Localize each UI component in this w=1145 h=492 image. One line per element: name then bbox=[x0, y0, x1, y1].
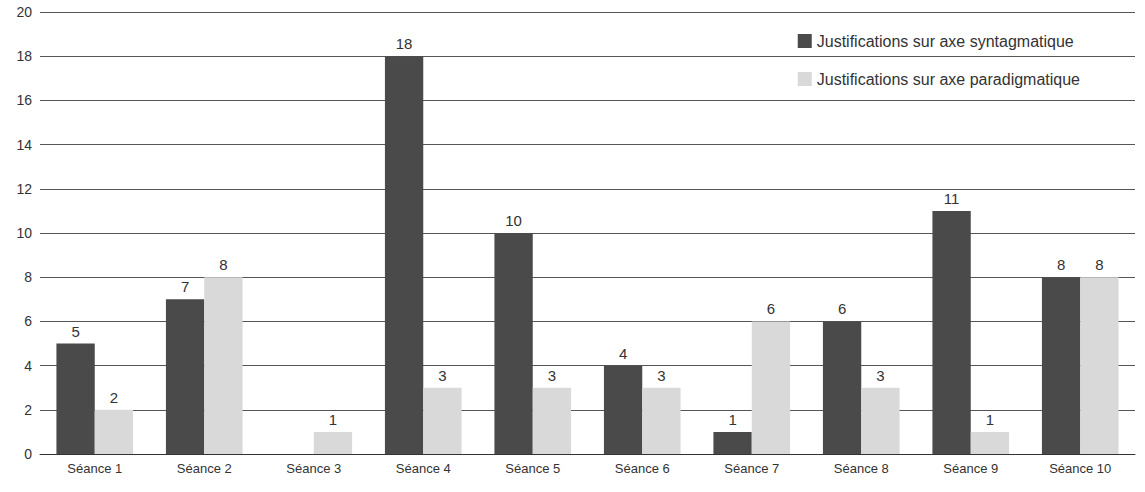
svg-text:0: 0 bbox=[24, 446, 32, 462]
svg-text:5: 5 bbox=[71, 323, 79, 340]
svg-text:Séance 9: Séance 9 bbox=[943, 461, 998, 476]
svg-text:18: 18 bbox=[396, 35, 413, 52]
svg-text:10: 10 bbox=[16, 225, 32, 241]
svg-text:10: 10 bbox=[505, 212, 522, 229]
svg-text:Séance 2: Séance 2 bbox=[177, 461, 232, 476]
svg-text:Séance 5: Séance 5 bbox=[505, 461, 560, 476]
svg-text:2: 2 bbox=[24, 402, 32, 418]
svg-text:8: 8 bbox=[1057, 256, 1065, 273]
svg-text:18: 18 bbox=[16, 48, 32, 64]
svg-text:8: 8 bbox=[1095, 256, 1103, 273]
svg-text:1: 1 bbox=[986, 411, 994, 428]
svg-text:Séance 3: Séance 3 bbox=[286, 461, 341, 476]
svg-text:12: 12 bbox=[16, 181, 32, 197]
svg-text:7: 7 bbox=[181, 278, 189, 295]
svg-text:11: 11 bbox=[944, 190, 960, 207]
svg-text:6: 6 bbox=[24, 313, 32, 329]
svg-text:16: 16 bbox=[16, 92, 32, 108]
svg-text:1: 1 bbox=[728, 411, 736, 428]
svg-text:2: 2 bbox=[110, 389, 118, 406]
svg-text:3: 3 bbox=[548, 367, 556, 384]
svg-text:Séance 4: Séance 4 bbox=[396, 461, 451, 476]
svg-text:Séance 1: Séance 1 bbox=[67, 461, 122, 476]
svg-text:4: 4 bbox=[24, 358, 32, 374]
svg-text:8: 8 bbox=[24, 269, 32, 285]
svg-text:14: 14 bbox=[16, 137, 32, 153]
svg-text:Séance 7: Séance 7 bbox=[724, 461, 779, 476]
svg-text:1: 1 bbox=[329, 411, 337, 428]
svg-text:Séance 6: Séance 6 bbox=[615, 461, 670, 476]
svg-text:Justifications sur axe paradig: Justifications sur axe paradigmatique bbox=[817, 71, 1080, 88]
svg-text:6: 6 bbox=[838, 300, 846, 317]
svg-text:Séance 8: Séance 8 bbox=[834, 461, 889, 476]
svg-text:3: 3 bbox=[657, 367, 665, 384]
svg-text:4: 4 bbox=[619, 345, 627, 362]
svg-text:6: 6 bbox=[767, 300, 775, 317]
svg-text:3: 3 bbox=[876, 367, 884, 384]
svg-text:8: 8 bbox=[219, 256, 227, 273]
svg-text:Séance 10: Séance 10 bbox=[1049, 461, 1111, 476]
svg-text:Justifications sur axe syntagm: Justifications sur axe syntagmatique bbox=[817, 33, 1074, 50]
svg-text:3: 3 bbox=[438, 367, 446, 384]
svg-text:20: 20 bbox=[16, 4, 32, 20]
